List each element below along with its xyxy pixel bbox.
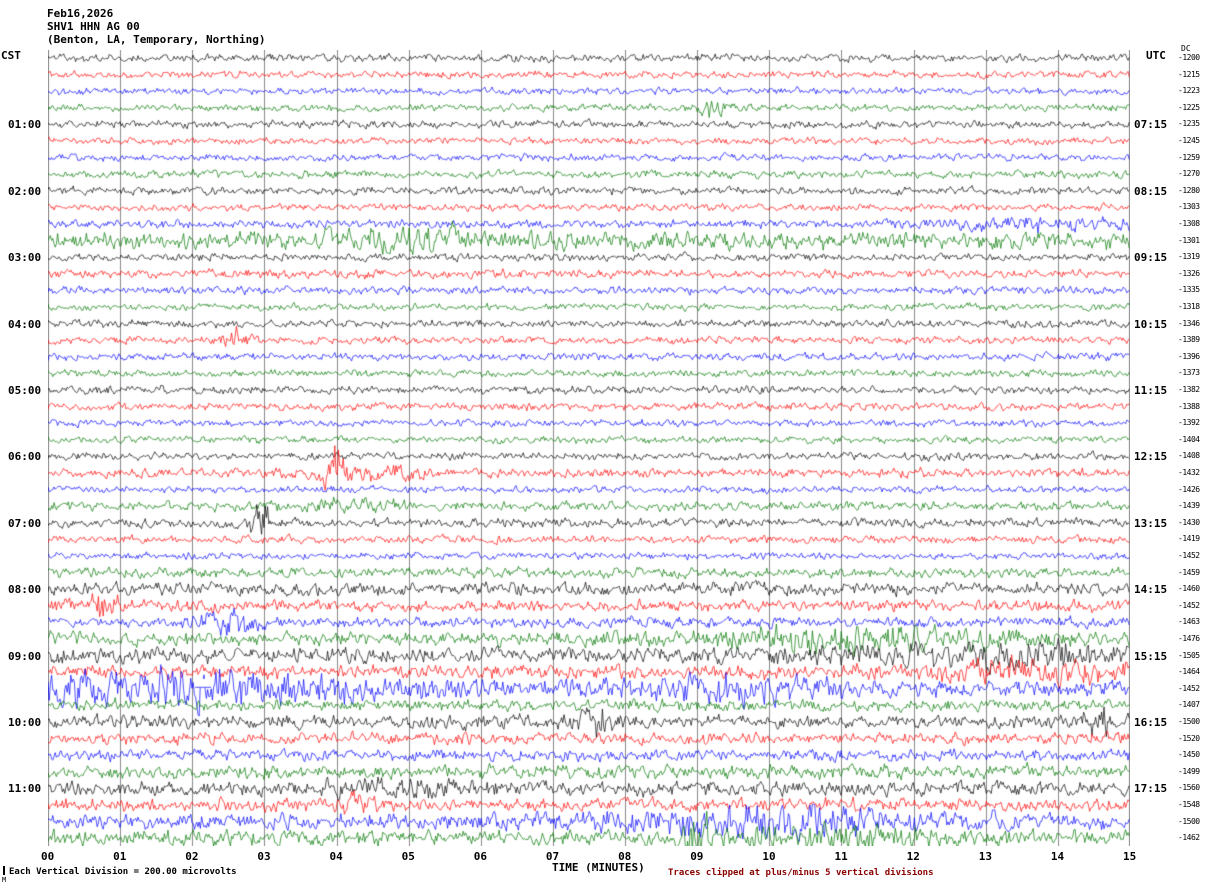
right-time-label: 15:15 bbox=[1134, 649, 1168, 663]
x-tick-label: 14 bbox=[1050, 850, 1065, 863]
right-time-label: 14:15 bbox=[1134, 583, 1168, 597]
x-tick-label: 00 bbox=[41, 850, 55, 863]
dc-value-label: -1430 bbox=[1178, 517, 1200, 527]
dc-value-label: -1346 bbox=[1178, 318, 1200, 328]
dc-value-label: -1215 bbox=[1178, 69, 1200, 79]
seismogram-canvas bbox=[48, 50, 1130, 846]
left-time-label: 06:00 bbox=[8, 450, 42, 464]
x-tick-label: 12 bbox=[906, 850, 920, 863]
dc-value-label: -1560 bbox=[1178, 783, 1200, 793]
x-tick-label: 04 bbox=[329, 850, 343, 863]
dc-value-label: -1335 bbox=[1178, 285, 1200, 295]
right-time-label: 08:15 bbox=[1134, 184, 1168, 198]
dc-value-label: -1389 bbox=[1178, 335, 1200, 345]
left-axis-label: CST bbox=[1, 49, 21, 62]
dc-value-label: -1463 bbox=[1178, 617, 1200, 627]
right-time-label: 11:15 bbox=[1134, 384, 1168, 397]
header-station-title: SHV1 HHN AG 00 bbox=[47, 20, 140, 33]
dc-value-label: -1452 bbox=[1178, 600, 1200, 610]
dc-value-label: -1460 bbox=[1178, 584, 1200, 594]
right-time-label: 10:15 bbox=[1134, 317, 1168, 331]
right-time-label: 17:15 bbox=[1134, 782, 1168, 796]
dc-value-label: -1200 bbox=[1178, 53, 1200, 62]
left-time-label: 11:00 bbox=[8, 782, 42, 796]
right-time-label: 09:15 bbox=[1134, 251, 1168, 265]
dc-value-label: -1426 bbox=[1178, 484, 1200, 494]
left-time-label: 05:00 bbox=[8, 384, 42, 397]
dc-value-label: -1373 bbox=[1178, 368, 1200, 378]
dc-value-label: -1500 bbox=[1178, 816, 1200, 826]
left-time-label: 09:00 bbox=[8, 649, 42, 663]
dc-value-label: -1464 bbox=[1178, 667, 1200, 677]
right-time-label: 12:15 bbox=[1134, 450, 1168, 464]
left-time-label: 01:00 bbox=[8, 118, 42, 132]
right-time-label: 13:15 bbox=[1134, 516, 1168, 530]
dc-value-label: -1452 bbox=[1178, 551, 1200, 560]
corner-mark: M bbox=[2, 876, 7, 884]
dc-value-label: -1407 bbox=[1178, 700, 1200, 710]
x-tick-label: 06 bbox=[473, 850, 488, 863]
dc-value-label: -1326 bbox=[1178, 268, 1200, 278]
dc-value-label: -1270 bbox=[1178, 169, 1200, 179]
x-tick-label: 13 bbox=[978, 850, 992, 863]
vertical-division-scale-marker bbox=[3, 866, 5, 875]
dc-value-label: -1301 bbox=[1178, 235, 1200, 245]
left-time-label: 02:00 bbox=[8, 184, 42, 198]
x-axis-title: TIME (MINUTES) bbox=[552, 861, 645, 874]
dc-value-label: -1408 bbox=[1178, 451, 1200, 461]
dc-value-label: -1223 bbox=[1178, 86, 1200, 96]
scale-note: Each Vertical Division = 200.00 microvol… bbox=[9, 867, 237, 877]
dc-value-label: -1548 bbox=[1178, 800, 1200, 809]
dc-value-label: -1392 bbox=[1178, 418, 1200, 428]
dc-value-label: -1459 bbox=[1178, 567, 1200, 577]
left-time-label: 03:00 bbox=[8, 251, 42, 265]
x-tick-label: 10 bbox=[762, 850, 776, 863]
dc-value-label: -1432 bbox=[1178, 468, 1200, 477]
dc-value-label: -1439 bbox=[1178, 501, 1200, 511]
dc-value-label: -1450 bbox=[1178, 750, 1200, 760]
dc-value-label: -1259 bbox=[1178, 152, 1200, 162]
header-location: (Benton, LA, Temporary, Northing) bbox=[47, 33, 266, 46]
dc-value-label: -1280 bbox=[1178, 185, 1200, 195]
dc-value-label: -1520 bbox=[1178, 733, 1200, 743]
x-tick-label: 07 bbox=[545, 850, 560, 863]
left-time-label: 07:00 bbox=[8, 516, 42, 530]
dc-value-label: -1500 bbox=[1178, 717, 1200, 726]
x-tick-label: 09 bbox=[690, 850, 704, 863]
dc-value-label: -1235 bbox=[1178, 119, 1200, 129]
left-time-label: 08:00 bbox=[8, 583, 42, 597]
dc-value-label: -1476 bbox=[1178, 634, 1200, 643]
dc-value-label: -1396 bbox=[1178, 351, 1200, 361]
right-time-label: 07:15 bbox=[1134, 118, 1168, 132]
left-time-label: 10:00 bbox=[8, 716, 42, 729]
dc-value-label: -1388 bbox=[1178, 401, 1200, 411]
dc-value-label: -1462 bbox=[1178, 833, 1200, 843]
dc-value-label: -1404 bbox=[1178, 434, 1200, 444]
right-time-label: 16:15 bbox=[1134, 716, 1168, 729]
x-tick-label: 15 bbox=[1123, 850, 1137, 863]
dc-value-label: -1303 bbox=[1178, 202, 1200, 212]
right-axis-label: UTC bbox=[1146, 49, 1166, 62]
left-time-label: 04:00 bbox=[8, 317, 42, 331]
dc-value-label: -1245 bbox=[1178, 136, 1200, 145]
dc-value-label: -1318 bbox=[1178, 302, 1200, 311]
dc-value-label: -1225 bbox=[1178, 102, 1200, 112]
dc-value-label: -1505 bbox=[1178, 650, 1200, 660]
x-tick-label: 08 bbox=[618, 850, 632, 863]
x-tick-label: 03 bbox=[257, 850, 271, 863]
header-date: Feb16,2026 bbox=[47, 7, 114, 20]
dc-value-label: -1319 bbox=[1178, 252, 1200, 262]
x-tick-label: 02 bbox=[185, 850, 199, 863]
dc-value-label: -1499 bbox=[1178, 766, 1200, 776]
dc-value-label: -1419 bbox=[1178, 534, 1200, 544]
x-tick-label: 05 bbox=[401, 850, 415, 863]
dc-value-label: -1382 bbox=[1178, 385, 1200, 394]
x-tick-label: 11 bbox=[834, 850, 848, 863]
x-tick-label: 01 bbox=[113, 850, 127, 863]
dc-value-label: -1308 bbox=[1178, 219, 1200, 228]
dc-value-label: -1452 bbox=[1178, 683, 1200, 693]
clip-note: Traces clipped at plus/minus 5 vertical … bbox=[668, 868, 934, 878]
dc-column-header: DC bbox=[1181, 44, 1191, 53]
